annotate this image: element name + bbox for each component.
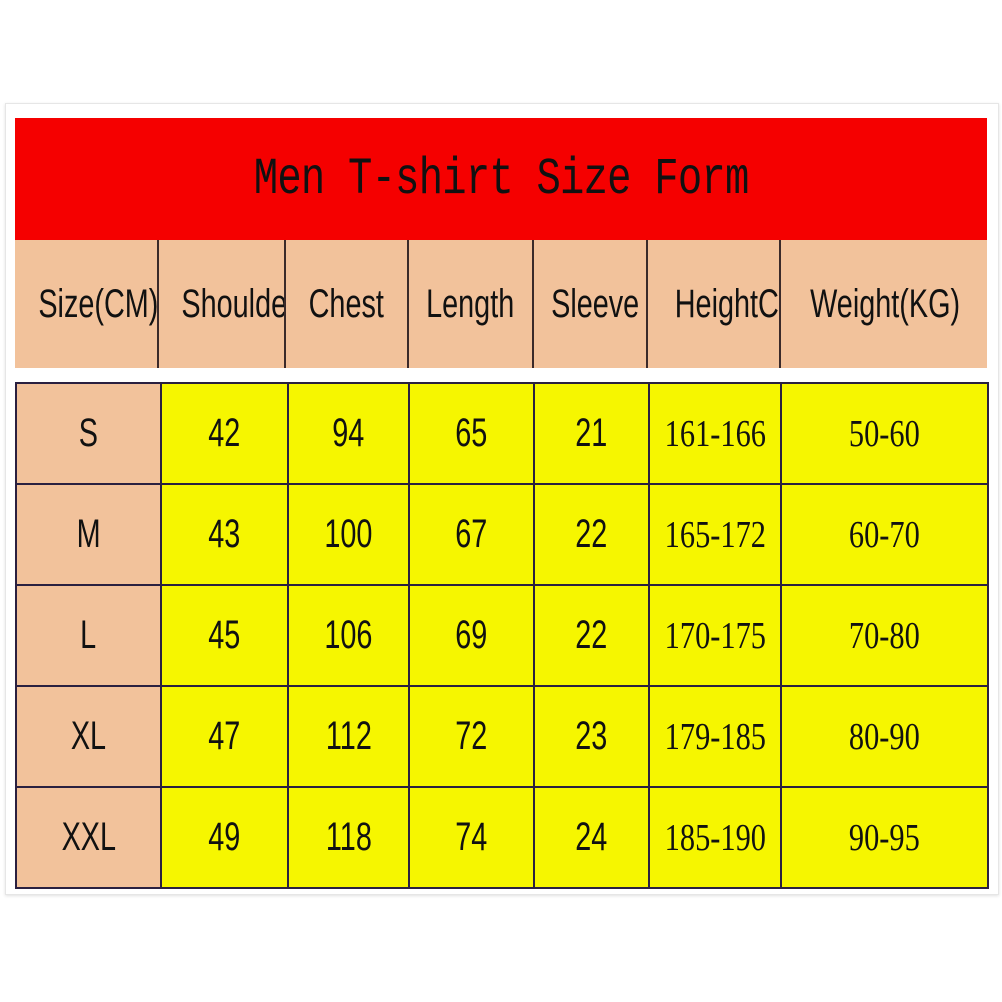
cell-value: 69 xyxy=(455,613,488,657)
cell-value: 90-95 xyxy=(849,817,920,859)
cell-height: 170-175 xyxy=(648,584,782,687)
cell-value: 22 xyxy=(575,613,608,657)
cell-size: S xyxy=(15,382,162,485)
cell-shoulder: 42 xyxy=(160,382,289,485)
cell-value: 43 xyxy=(208,512,241,556)
cell-sleeve: 22 xyxy=(533,584,650,687)
cell-value: 100 xyxy=(324,512,373,556)
table-row: M 43 100 67 22 165-172 60-70 xyxy=(15,483,989,586)
size-table: S 42 94 65 21 161-166 50-60 M 43 100 67 22 165-172 60… xyxy=(15,382,989,889)
cell-value: 67 xyxy=(455,512,488,556)
column-header-length: Length xyxy=(407,240,533,368)
cell-sleeve: 23 xyxy=(533,685,650,788)
cell-weight: 60-70 xyxy=(780,483,989,586)
header-row: Size(CM) Shoulder Chest Length Sleeve HeightC… xyxy=(15,240,987,368)
cell-value: 112 xyxy=(325,714,372,758)
cell-size: L xyxy=(15,584,162,687)
cell-value: 170-175 xyxy=(664,615,766,657)
cell-value: 118 xyxy=(325,815,372,859)
cell-height: 185-190 xyxy=(648,786,782,889)
cell-length: 72 xyxy=(408,685,535,788)
cell-chest: 112 xyxy=(287,685,410,788)
cell-value: 49 xyxy=(208,815,241,859)
cell-value: XL xyxy=(70,714,107,758)
cell-length: 67 xyxy=(408,483,535,586)
column-header-weight: Weight(KG) xyxy=(779,240,987,368)
table-row: S 42 94 65 21 161-166 50-60 xyxy=(15,382,989,485)
cell-value: 60-70 xyxy=(849,514,920,556)
cell-height: 161-166 xyxy=(648,382,782,485)
cell-weight: 70-80 xyxy=(780,584,989,687)
cell-sleeve: 22 xyxy=(533,483,650,586)
cell-length: 65 xyxy=(408,382,535,485)
cell-value: 179-185 xyxy=(664,716,766,758)
column-header-label: Size(CM) xyxy=(38,281,158,326)
column-header-label: Chest xyxy=(308,281,385,326)
cell-value: S xyxy=(78,411,99,455)
cell-weight: 90-95 xyxy=(780,786,989,889)
cell-height: 179-185 xyxy=(648,685,782,788)
column-header-sleeve: Sleeve xyxy=(532,240,647,368)
cell-value: 106 xyxy=(324,613,373,657)
cell-length: 69 xyxy=(408,584,535,687)
cell-value: 24 xyxy=(575,815,608,859)
cell-value: 161-166 xyxy=(664,413,766,455)
cell-shoulder: 45 xyxy=(160,584,289,687)
title-banner: Men T-shirt Size Form xyxy=(15,118,987,242)
cell-value: 70-80 xyxy=(849,615,920,657)
cell-value: 74 xyxy=(455,815,488,859)
cell-size: XXL xyxy=(15,786,162,889)
column-header-label: Weight(KG) xyxy=(810,281,961,326)
column-header-size: Size(CM) xyxy=(15,240,158,368)
cell-size: M xyxy=(15,483,162,586)
cell-value: 65 xyxy=(455,411,488,455)
column-header-label: Sleeve xyxy=(551,281,640,326)
cell-value: L xyxy=(80,613,97,657)
cell-value: 72 xyxy=(455,714,488,758)
cell-value: 185-190 xyxy=(664,817,766,859)
cell-value: 94 xyxy=(332,411,365,455)
cell-value: M xyxy=(76,512,101,556)
cell-value: 80-90 xyxy=(849,716,920,758)
header-row-table: Size(CM) Shoulder Chest Length Sleeve HeightC… xyxy=(15,240,987,368)
column-header-shoulder: Shoulder xyxy=(157,240,285,368)
chart-title: Men T-shirt Size Form xyxy=(253,149,750,209)
column-header-label: Length xyxy=(426,281,515,326)
cell-shoulder: 43 xyxy=(160,483,289,586)
cell-value: 22 xyxy=(575,512,608,556)
cell-length: 74 xyxy=(408,786,535,889)
cell-value: 23 xyxy=(575,714,608,758)
cell-value: 165-172 xyxy=(664,514,766,556)
column-header-label: HeightCM) xyxy=(674,281,780,326)
cell-value: 47 xyxy=(208,714,241,758)
table-row: L 45 106 69 22 170-175 70-80 xyxy=(15,584,989,687)
table-row: XXL 49 118 74 24 185-190 90-95 xyxy=(15,786,989,889)
cell-value: XXL xyxy=(61,815,116,859)
table-row: XL 47 112 72 23 179-185 80-90 xyxy=(15,685,989,788)
cell-value: 45 xyxy=(208,613,241,657)
cell-sleeve: 24 xyxy=(533,786,650,889)
cell-weight: 50-60 xyxy=(780,382,989,485)
column-header-label: Shoulder xyxy=(181,281,285,326)
cell-value: 50-60 xyxy=(849,413,920,455)
cell-chest: 106 xyxy=(287,584,410,687)
cell-value: 21 xyxy=(575,411,608,455)
cell-weight: 80-90 xyxy=(780,685,989,788)
cell-chest: 100 xyxy=(287,483,410,586)
cell-chest: 118 xyxy=(287,786,410,889)
cell-shoulder: 49 xyxy=(160,786,289,889)
column-header-height: HeightCM) xyxy=(646,240,780,368)
cell-shoulder: 47 xyxy=(160,685,289,788)
column-header-chest: Chest xyxy=(284,240,408,368)
cell-size: XL xyxy=(15,685,162,788)
cell-height: 165-172 xyxy=(648,483,782,586)
cell-sleeve: 21 xyxy=(533,382,650,485)
cell-chest: 94 xyxy=(287,382,410,485)
cell-value: 42 xyxy=(208,411,241,455)
